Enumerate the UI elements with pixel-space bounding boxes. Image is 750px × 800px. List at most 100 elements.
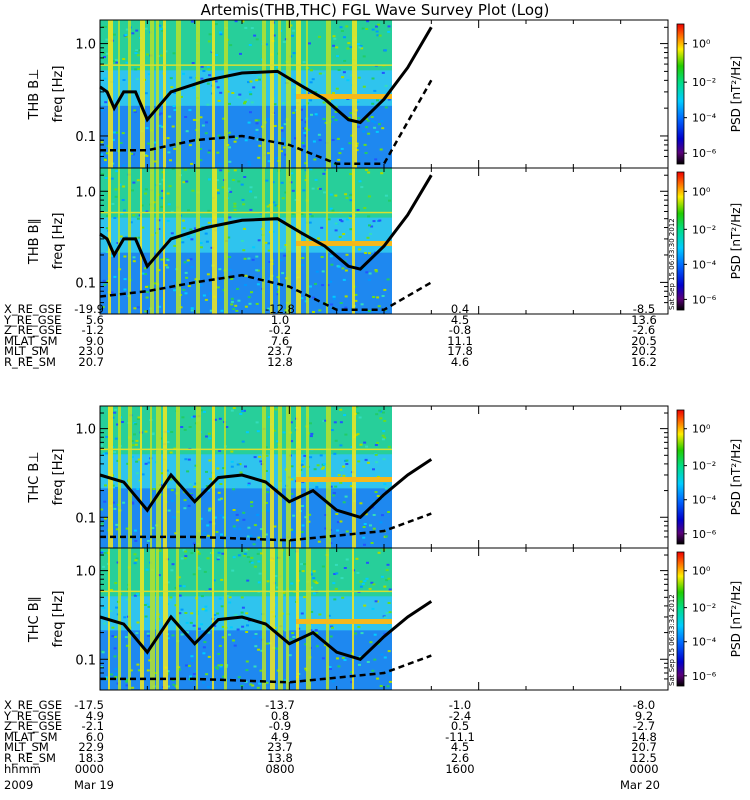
spectrogram-speck: [133, 594, 137, 597]
spectrogram-speck: [363, 523, 367, 525]
spectrogram-speck: [333, 452, 337, 455]
spectrogram-speck: [273, 525, 277, 528]
spectrogram-speck: [321, 565, 325, 568]
spectrogram-speck: [170, 489, 174, 492]
spectrogram-speck: [236, 287, 239, 290]
spectrogram-speck: [368, 252, 371, 255]
spectrogram-speck: [114, 672, 118, 675]
spectrogram-speck: [161, 189, 165, 192]
spectrogram-speck: [197, 552, 201, 555]
spectrogram-speck: [241, 20, 245, 23]
spectrogram-speck: [314, 629, 318, 632]
spectrogram-speck: [257, 76, 261, 79]
spectrogram-speck: [291, 34, 294, 37]
spectrogram-speck: [363, 543, 366, 546]
spectrogram-speck: [178, 594, 182, 597]
spectrogram-speck: [122, 185, 126, 188]
spectrogram-speck: [192, 673, 196, 675]
spectrogram-speck: [226, 595, 230, 598]
ephem-table-thb: X_RE_GSE -19.9 -12.8 0.4 -8.5 Y_RE_GSE 5.6 1.0 4…: [0, 302, 750, 374]
spectrogram-speck: [345, 196, 349, 199]
spectrogram-stripe: [156, 168, 159, 314]
spectrogram-speck: [354, 293, 358, 296]
spectrogram-speck: [206, 65, 210, 68]
colorbar-tick-label: 10⁻⁶: [692, 293, 717, 306]
spectrogram-speck: [189, 675, 192, 678]
spectrogram-speck: [383, 49, 387, 52]
spectrogram-speck: [341, 596, 345, 599]
spectrogram-speck: [122, 501, 126, 504]
spectrogram-speck: [159, 112, 163, 115]
spectrogram-speck: [256, 686, 260, 689]
spectrogram-speck: [383, 483, 387, 486]
footer-date-start: Mar 19: [74, 778, 114, 792]
spectrogram-speck: [199, 246, 203, 249]
spectrogram-speck: [135, 593, 139, 596]
spectrogram-speck: [370, 542, 374, 544]
spectrogram-speck: [100, 109, 104, 112]
spectrogram-speck: [160, 297, 164, 300]
spectrogram-speck: [145, 654, 148, 657]
spectrogram-speck: [253, 456, 257, 459]
spectrogram-speck: [205, 470, 208, 473]
spectrogram-speck: [233, 209, 237, 211]
spectrogram-speck: [166, 469, 169, 472]
spectrogram-speck: [208, 588, 212, 591]
spectrogram-speck: [271, 284, 275, 287]
spectrogram-speck: [301, 264, 305, 267]
spectrogram-speck: [240, 183, 244, 186]
spectrogram-speck: [280, 129, 284, 132]
spectrogram-speck: [362, 85, 366, 88]
spectrogram-speck: [315, 582, 319, 584]
spectrogram-speck: [220, 533, 223, 536]
spectrogram-speck: [336, 529, 340, 532]
spectrogram-speck: [239, 471, 243, 474]
spectrogram-speck: [376, 296, 380, 299]
spectrogram-speck: [349, 485, 353, 488]
chart-title: Artemis(THB,THC) FGL Wave Survey Plot (L…: [200, 1, 550, 19]
spectrogram-speck: [349, 112, 353, 115]
spectrogram-speck: [182, 227, 186, 230]
spectrogram-speck: [239, 413, 243, 415]
y-tick-label: 1.0: [75, 565, 96, 580]
spectrogram-speck: [356, 433, 360, 436]
spectrogram-speck: [129, 221, 133, 224]
spectrogram-speck: [135, 460, 139, 463]
spectrogram-speck: [199, 116, 203, 119]
spectrogram-speck: [318, 187, 322, 190]
spectrogram-speck: [254, 196, 258, 199]
spectrogram-speck: [324, 514, 328, 516]
spectrogram-speck: [344, 295, 348, 298]
spectrogram-stripe: [286, 20, 291, 168]
spectrogram-speck: [374, 158, 378, 161]
colorbar-label: PSD [nT²/Hz]: [729, 56, 743, 132]
spectrogram-speck: [303, 131, 307, 134]
spectrogram-speck: [136, 217, 140, 220]
colorbar-tick-label: 10⁻²: [692, 76, 716, 89]
spectrogram-speck: [166, 581, 170, 584]
colorbar-label: PSD [nT²/Hz]: [729, 203, 743, 279]
y-axis-label: freq [Hz]: [51, 591, 66, 648]
ephem-value: 1600: [445, 761, 475, 776]
spectrogram-speck: [222, 117, 226, 120]
spectrogram-speck: [190, 238, 194, 241]
spectrogram-speck: [233, 644, 237, 647]
spectrogram-speck: [322, 463, 326, 466]
spectrogram-speck: [116, 423, 119, 426]
ephem-value: -8.5: [632, 302, 656, 316]
spectrogram-speck: [206, 686, 210, 689]
spectrogram-speck: [291, 632, 295, 635]
spectrogram-speck: [310, 610, 314, 613]
spectrogram-stripe: [278, 548, 283, 690]
panel-label: THB B⊥: [27, 68, 42, 120]
spectrogram-speck: [319, 454, 323, 457]
spectrogram-speck: [302, 145, 306, 148]
spectrogram-speck: [114, 635, 118, 638]
spectrogram-speck: [153, 141, 157, 144]
spectrogram-speck: [217, 134, 221, 137]
spectrogram-speck: [257, 536, 261, 539]
spectrogram-speck: [373, 658, 377, 661]
ephem-row-label: MLT_SM: [4, 344, 49, 359]
spectrogram-speck: [220, 309, 224, 312]
